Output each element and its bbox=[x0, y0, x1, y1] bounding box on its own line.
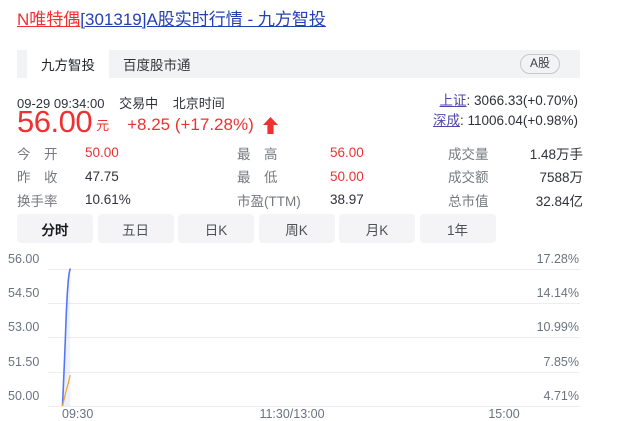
stat-label: 最 低 bbox=[237, 170, 278, 186]
status-line: 09-29 09:34:00 交易中 北京时间 bbox=[17, 93, 236, 112]
stock-name: N唯特偶 bbox=[17, 10, 81, 29]
stat-label: 总市值 bbox=[448, 193, 489, 209]
shenzhen-index-link[interactable]: 深成 bbox=[433, 113, 461, 128]
stats-column-high-low-pe: 最 高 56.00 最 低 50.00 市盈(TTM) 38.97 bbox=[237, 141, 365, 212]
stat-label: 成交量 bbox=[448, 146, 489, 162]
chart-period-tabs: 分时 五日 日K 周K 月K 1年 bbox=[17, 214, 496, 243]
period-tab-4[interactable]: 月K bbox=[339, 214, 415, 243]
price-change: +8.25 (+17.28%) bbox=[127, 115, 254, 134]
stat-label: 市盈(TTM) bbox=[237, 193, 301, 209]
x-axis-time-label: 11:30/13:00 bbox=[259, 407, 325, 421]
y-axis-price-label: 50.00 bbox=[8, 389, 40, 403]
current-price: 56.00 bbox=[17, 104, 93, 139]
source-tabbar: 九方智投 百度股市通 A股 bbox=[17, 50, 580, 78]
stat-row: 昨 收 47.75 bbox=[17, 165, 140, 189]
stat-row: 成交量 1.48万手 bbox=[448, 141, 583, 165]
quote-datetime: 09-29 09:34:00 bbox=[17, 96, 105, 111]
up-arrow-icon bbox=[262, 117, 278, 134]
tab-jiufangzhitou[interactable]: 九方智投 bbox=[27, 50, 109, 78]
stat-label: 昨 收 bbox=[17, 170, 58, 186]
y-axis-price-label: 54.50 bbox=[8, 285, 40, 300]
shenzhen-index-quote: 11006.04(+0.98%) bbox=[467, 113, 578, 128]
x-axis-time-label: 15:00 bbox=[488, 407, 520, 421]
stat-value: 38.97 bbox=[330, 192, 364, 208]
period-tab-2[interactable]: 日K bbox=[178, 214, 254, 243]
stat-row: 最 高 56.00 bbox=[237, 141, 365, 165]
shenzhen-index-value: : bbox=[460, 113, 468, 128]
stat-row: 市盈(TTM) 38.97 bbox=[237, 188, 365, 212]
y-axis-percent-label: 17.28% bbox=[536, 251, 579, 266]
period-tab-0[interactable]: 分时 bbox=[17, 214, 93, 243]
stat-row: 今 开 50.00 bbox=[17, 141, 140, 165]
y-axis-percent-label: 14.14% bbox=[536, 285, 579, 300]
period-tab-5[interactable]: 1年 bbox=[419, 214, 496, 243]
y-axis-percent-label: 10.99% bbox=[536, 320, 579, 335]
tab-baidu-gushitong[interactable]: 百度股市通 bbox=[123, 58, 191, 73]
market-indices: 上证: 3066.33(+0.70%) 深成: 11006.04(+0.98%) bbox=[433, 91, 578, 131]
y-axis-price-label: 53.00 bbox=[8, 320, 40, 335]
y-axis-percent-label: 7.85% bbox=[543, 354, 579, 369]
minute-chart[interactable]: 56.00 17.28% 54.50 14.14% 53.00 10.99% 51.50 7.… bbox=[0, 246, 629, 421]
stat-value: 50.00 bbox=[85, 145, 119, 161]
stat-value: 1.48万手 bbox=[529, 146, 583, 162]
x-axis-time-label: 09:30 bbox=[62, 407, 94, 421]
shanghai-index-value: : bbox=[466, 93, 475, 108]
chart-gridline bbox=[48, 268, 580, 270]
y-axis-price-label: 56.00 bbox=[8, 251, 40, 266]
title-rest: [301319]A股实时行情 - 九方智投 bbox=[80, 10, 326, 29]
stat-value: 56.00 bbox=[330, 145, 364, 161]
stats-column-volume-amount-marketcap: 成交量 1.48万手成交额 7588万总市值 32.84亿 bbox=[448, 141, 583, 212]
stat-value: 7588万 bbox=[539, 170, 583, 186]
stat-row: 换手率 10.61% bbox=[17, 188, 140, 212]
stat-value: 47.75 bbox=[85, 168, 119, 184]
shanghai-index-quote: 3066.33(+0.70%) bbox=[474, 93, 578, 108]
stat-label: 成交额 bbox=[448, 170, 489, 186]
trading-state: 交易中 bbox=[119, 96, 159, 111]
stats-column-open-prevclose-turnover: 今 开 50.00 昨 收 47.75 换手率 10.61% bbox=[17, 141, 140, 212]
period-tab-1[interactable]: 五日 bbox=[97, 214, 174, 243]
market-type-badge: A股 bbox=[519, 54, 560, 74]
stat-row: 最 低 50.00 bbox=[237, 165, 365, 189]
chart-gridline bbox=[48, 406, 580, 407]
y-axis-percent-label: 4.71% bbox=[543, 389, 579, 403]
stat-value: 10.61% bbox=[85, 192, 131, 208]
index-row-shanghai: 上证: 3066.33(+0.70%) bbox=[433, 91, 578, 111]
index-row-shenzhen: 深成: 11006.04(+0.98%) bbox=[433, 111, 578, 131]
stat-value: 50.00 bbox=[330, 168, 364, 184]
current-price-row: 56.00 元 +8.25 (+17.28%) bbox=[17, 105, 278, 139]
y-axis-price-label: 51.50 bbox=[8, 354, 40, 369]
timezone-label: 北京时间 bbox=[172, 96, 225, 111]
stat-label: 最 高 bbox=[237, 146, 278, 162]
stat-row: 成交额 7588万 bbox=[448, 165, 583, 189]
shanghai-index-link[interactable]: 上证 bbox=[439, 93, 467, 108]
stat-label: 今 开 bbox=[17, 146, 58, 162]
price-unit: 元 bbox=[96, 118, 110, 133]
chart-gridline bbox=[48, 302, 580, 304]
chart-gridline bbox=[48, 337, 580, 339]
chart-gridline bbox=[48, 371, 580, 373]
stat-label: 换手率 bbox=[17, 193, 58, 209]
page-title-link[interactable]: N唯特偶[301319]A股实时行情 - 九方智投 bbox=[17, 9, 326, 31]
period-tab-3[interactable]: 周K bbox=[258, 214, 335, 243]
stat-row: 总市值 32.84亿 bbox=[448, 188, 583, 212]
stat-value: 32.84亿 bbox=[535, 193, 583, 209]
